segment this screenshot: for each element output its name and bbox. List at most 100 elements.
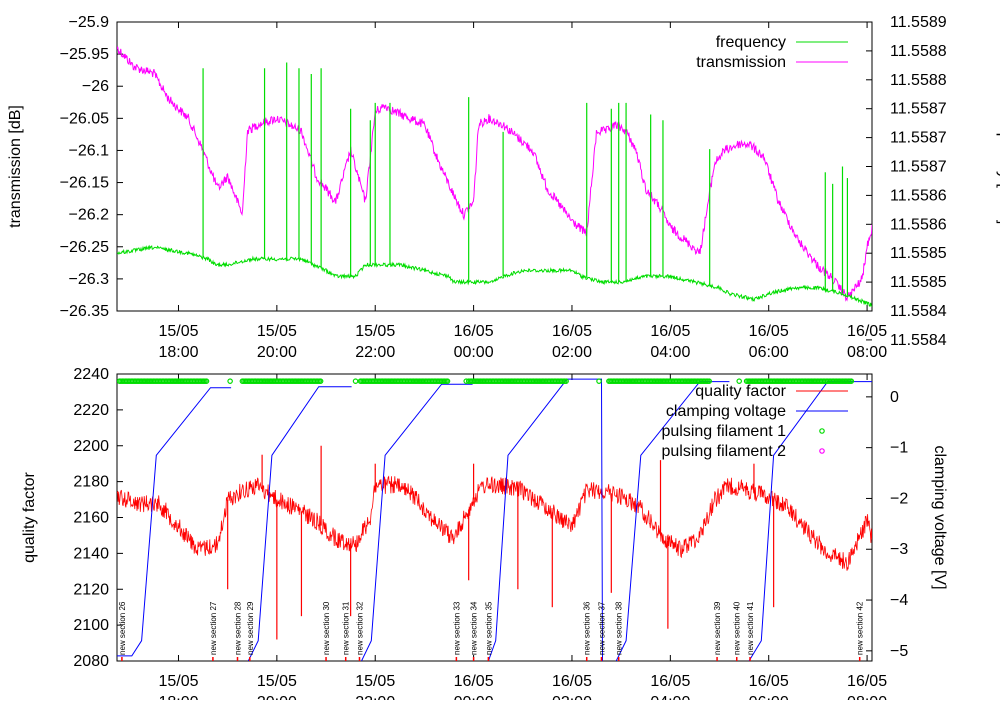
- y2-tick-label: −2: [890, 490, 908, 507]
- transmission-line: [117, 46, 872, 302]
- y-axis-title: quality factor: [21, 471, 38, 562]
- y-tick-label: −26.05: [60, 110, 109, 127]
- filament-1-point: [444, 378, 451, 384]
- y2-tick-label: 11.5585: [890, 274, 947, 291]
- section-label: new section 28: [234, 601, 243, 655]
- filament-1-point: [317, 378, 324, 384]
- y-tick-label: −26.2: [69, 207, 110, 224]
- x-tick-date: 16/05: [454, 323, 494, 340]
- clamping-voltage-segment: [487, 378, 603, 661]
- y2-tick-label: 11.5584: [890, 303, 947, 320]
- y2-axis-title: frequency [GHz]: [996, 109, 1000, 225]
- filament-1-point: [848, 378, 855, 384]
- y2-tick-label: −5: [890, 643, 908, 660]
- filament-1-point: [706, 378, 713, 384]
- y2-tick-label: 11.5586: [890, 187, 947, 204]
- x-tick-date: 15/05: [355, 323, 395, 340]
- x-tick-date: 16/05: [749, 673, 789, 690]
- panel-transmission-frequency: 15/05 18:00 15/05 20:00 15/05 22:00 16/05 00:00…: [7, 14, 1000, 361]
- legend-label-pulsing-filament-1: pulsing filament 1: [661, 423, 786, 440]
- section-label: new section 34: [470, 601, 479, 655]
- section-label: new section 30: [322, 601, 331, 655]
- section-label: new section 31: [342, 601, 351, 655]
- section-label: new section 42: [856, 601, 865, 655]
- y2-tick-label: 11.5588: [890, 43, 947, 60]
- filament-1-point: [227, 378, 233, 384]
- x-tick-time: 04:00: [650, 694, 690, 700]
- section-label: new section 26: [118, 601, 127, 655]
- series-clamping-voltage: [117, 378, 872, 661]
- y2-axis-title: clamping voltage [V]: [931, 445, 948, 589]
- clamping-voltage-segment: [748, 381, 872, 661]
- filament-1-point: [352, 378, 359, 384]
- x-tick-date: 15/05: [158, 323, 198, 340]
- y2-tick-label: 11.5585: [890, 245, 947, 262]
- section-label: new section 37: [597, 601, 606, 655]
- y-tick-label: −26.3: [69, 271, 110, 288]
- filament-1-point: [203, 378, 210, 384]
- y-tick-label: 2140: [73, 545, 109, 562]
- x-tick-date: 16/05: [847, 323, 887, 340]
- x-tick-time: 00:00: [454, 694, 494, 700]
- y2-tick-label: 11.5587: [890, 101, 947, 118]
- y-tick-label: 2080: [73, 653, 109, 670]
- x-tick-date: 15/05: [257, 673, 297, 690]
- x-tick-date: 16/05: [650, 673, 690, 690]
- legend-label-quality-factor: quality factor: [695, 383, 786, 400]
- x-tick-time: 18:00: [158, 344, 198, 361]
- y-tick-label: 2240: [73, 366, 109, 383]
- x-tick-time: 20:00: [257, 694, 297, 700]
- x-tick-time: 00:00: [454, 344, 494, 361]
- section-label: new section 36: [583, 601, 592, 655]
- legend-label-clamping-voltage: clamping voltage: [666, 403, 786, 420]
- x-tick-time: 20:00: [257, 344, 297, 361]
- y-tick-label: −25.95: [60, 46, 109, 63]
- section-label: new section 40: [733, 601, 742, 655]
- panel-quality-clamping: 15/05 18:00 15/05 20:00 15/05 22:00 16/05 00:00…: [21, 366, 948, 705]
- y-tick-label: 2200: [73, 438, 109, 455]
- clamping-voltage-segment: [117, 387, 232, 657]
- x-tick-time: 08:00: [847, 344, 887, 361]
- series-pulsing-filament-1: [117, 378, 855, 384]
- clamping-voltage-segment: [247, 386, 352, 661]
- x-tick-time: 02:00: [552, 344, 592, 361]
- legend-swatch-pulsing-filament-2: [819, 448, 825, 454]
- y2-tick-label: 11.5584: [890, 332, 947, 349]
- filament-1-point: [736, 378, 742, 384]
- y-tick-label: −26: [82, 78, 109, 95]
- x-tick-date: 16/05: [454, 673, 494, 690]
- y-tick-label: 2160: [73, 510, 109, 527]
- legend-label-pulsing-filament-2: pulsing filament 2: [661, 443, 786, 460]
- y-tick-label: −26.35: [60, 303, 109, 320]
- x-tick-time: 08:00: [847, 694, 887, 700]
- y2-tick-label: 11.5587: [890, 130, 947, 147]
- y-tick-label: 2180: [73, 474, 109, 491]
- y-tick-label: −26.1: [69, 142, 110, 159]
- section-label: new section 27: [209, 601, 218, 655]
- clamping-voltage-segment: [361, 383, 473, 661]
- y2-tick-label: 0: [890, 389, 899, 406]
- x-tick-date: 16/05: [749, 323, 789, 340]
- y2-tick-label: 11.5588: [890, 72, 947, 89]
- legend-swatch-pulsing-filament-1: [819, 428, 825, 434]
- x-tick-date: 16/05: [847, 673, 887, 690]
- y2-tick-label: 11.5589: [890, 14, 947, 31]
- series-frequency: [117, 62, 872, 307]
- x-tick-time: 06:00: [749, 344, 789, 361]
- section-label: new section 32: [355, 601, 364, 655]
- section-label: new section 29: [246, 601, 255, 655]
- x-tick-time: 22:00: [355, 694, 395, 700]
- legend-label-transmission: transmission: [696, 54, 786, 71]
- quality-factor-line: [117, 475, 872, 571]
- x-tick-time: 06:00: [749, 694, 789, 700]
- x-tick-date: 16/05: [552, 323, 592, 340]
- y-axis-title: transmission [dB]: [7, 105, 24, 228]
- legend: quality factor clamping voltage pulsing fi…: [661, 383, 848, 460]
- x-tick-time: 02:00: [552, 694, 592, 700]
- section-annotations: new section 26 new section 27 new section …: [118, 601, 865, 661]
- section-label: new section 38: [615, 601, 624, 655]
- y2-tick-label: 11.5586: [890, 216, 947, 233]
- x-tick-time: 18:00: [158, 694, 198, 700]
